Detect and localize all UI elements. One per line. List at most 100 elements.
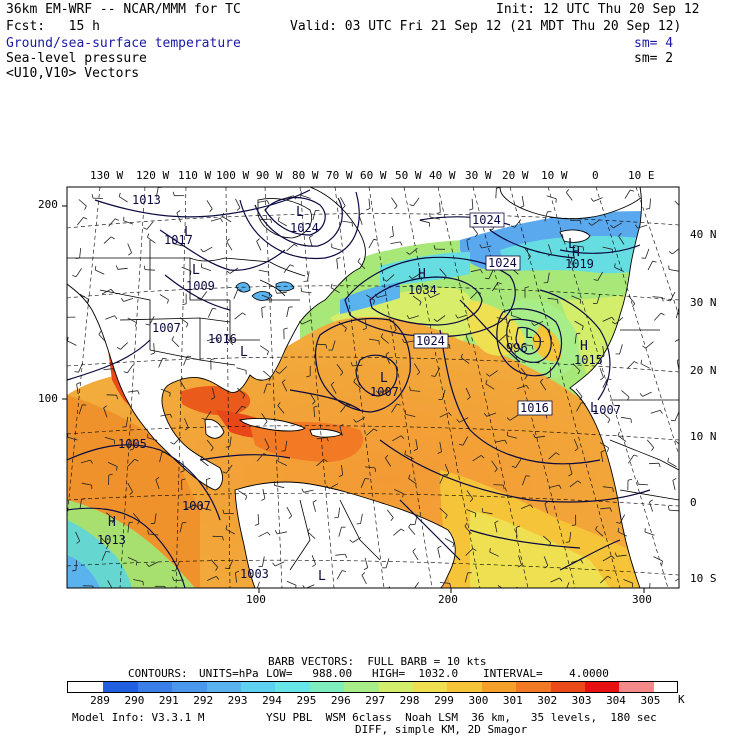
contour-high: HIGH= 1032.0	[372, 667, 459, 680]
legend-swatch	[516, 681, 551, 693]
wind-barb	[127, 364, 134, 374]
wind-barb-flag	[364, 478, 370, 480]
wind-barb	[495, 188, 497, 199]
wind-barb	[640, 363, 650, 369]
wind-barb	[307, 531, 316, 539]
wind-barb-flag	[374, 467, 377, 472]
wind-barb	[535, 435, 546, 439]
wind-barb-flag	[582, 246, 584, 251]
legend-value: 290	[124, 694, 145, 707]
wind-barb-flag	[684, 576, 687, 579]
wind-barb	[336, 570, 343, 580]
wind-barb-flag	[632, 303, 636, 308]
wind-barb-flag	[169, 413, 173, 418]
wind-barb	[575, 388, 583, 397]
wind-barb-flag	[645, 208, 650, 210]
wind-barb	[237, 387, 245, 396]
lon-label: 90 W	[256, 169, 283, 182]
wind-barb-flag	[466, 238, 471, 241]
wind-barb	[597, 271, 604, 281]
wind-barb-flag	[312, 564, 316, 568]
wind-barb	[628, 295, 636, 304]
wind-barb-flag	[215, 576, 220, 580]
wind-barb	[642, 391, 652, 397]
wind-barb	[341, 465, 343, 476]
wind-barb-flag	[385, 454, 389, 459]
isobar-value: 1013	[97, 533, 126, 547]
wind-barb-flag	[385, 351, 390, 355]
wind-barb	[595, 529, 604, 537]
wind-barb	[465, 548, 474, 556]
wind-barb	[386, 274, 395, 282]
wind-barb	[258, 269, 269, 273]
wind-barb	[518, 555, 522, 566]
wind-barb-flag	[209, 208, 213, 212]
isobar-value: 1024	[488, 256, 517, 270]
wind-barb	[524, 248, 531, 257]
wind-barb-flag	[266, 351, 269, 356]
wind-barb	[228, 559, 234, 569]
wind-barb-flag	[404, 450, 407, 455]
wind-barb-flag	[469, 208, 474, 211]
wind-barb-flag	[496, 187, 501, 189]
wind-barb-flag	[201, 417, 206, 420]
wind-barb-flag	[614, 552, 617, 557]
wind-barb-flag	[326, 485, 330, 489]
wind-barb-flag	[464, 522, 468, 527]
wind-barb-flag	[508, 595, 512, 596]
wind-barb-flag	[375, 390, 380, 394]
lon-label: 20 W	[502, 169, 529, 182]
legend-swatch	[137, 681, 173, 693]
wind-barb-flag	[600, 450, 605, 453]
wind-barb-flag	[270, 218, 273, 224]
wind-barb-flag	[222, 471, 227, 474]
wind-barb-flag	[540, 378, 544, 383]
wind-barb	[117, 267, 128, 270]
wind-barb	[573, 245, 584, 248]
wind-barb	[394, 489, 404, 494]
wind-barb	[260, 218, 271, 221]
isobar-value: 1005	[118, 437, 147, 451]
legend-value: 301	[502, 694, 523, 707]
wind-barb	[104, 436, 115, 441]
wind-barb	[329, 483, 339, 489]
wind-barb-flag	[206, 477, 211, 480]
wind-barb-flag	[658, 463, 661, 468]
wind-barb-flag	[373, 300, 375, 305]
isobar-value: 1024	[416, 334, 445, 348]
wind-barb	[286, 580, 297, 586]
lon-label: 80 W	[292, 169, 319, 182]
wind-barb-flag	[409, 204, 414, 207]
wind-barb	[148, 533, 159, 536]
wind-barb	[78, 199, 87, 207]
wind-barb	[623, 579, 633, 584]
wind-barb-flag	[455, 314, 459, 319]
wind-barb	[155, 187, 159, 198]
wind-barb-flag	[170, 441, 175, 445]
wind-barb	[307, 271, 310, 282]
wind-barb-flag	[480, 455, 485, 459]
legend-value: 303	[571, 694, 592, 707]
wind-barb	[276, 291, 287, 294]
wind-barb	[160, 388, 171, 394]
wind-barb-flag	[220, 218, 223, 223]
lat-label: 20 N	[690, 364, 717, 377]
wind-barb-flag	[353, 419, 357, 423]
wind-barb-flag	[120, 297, 124, 302]
wind-barb-flag	[330, 283, 333, 288]
wind-barb-flag	[526, 385, 530, 389]
wind-barb	[645, 341, 654, 349]
wind-barb-flag	[277, 216, 280, 221]
wind-barb	[360, 513, 363, 524]
wind-barb	[127, 557, 138, 562]
wind-barb	[543, 535, 552, 544]
wind-barb	[301, 319, 312, 325]
wind-barb	[409, 247, 418, 255]
wind-barb	[315, 343, 326, 346]
wind-barb-flag	[128, 252, 132, 256]
isobar-value: 1024	[472, 213, 501, 227]
wind-barb-flag	[211, 397, 215, 400]
wind-barb	[206, 479, 208, 490]
wind-barb	[106, 512, 115, 520]
init-time: Init: 12 UTC Thu 20 Sep 12	[496, 2, 700, 17]
